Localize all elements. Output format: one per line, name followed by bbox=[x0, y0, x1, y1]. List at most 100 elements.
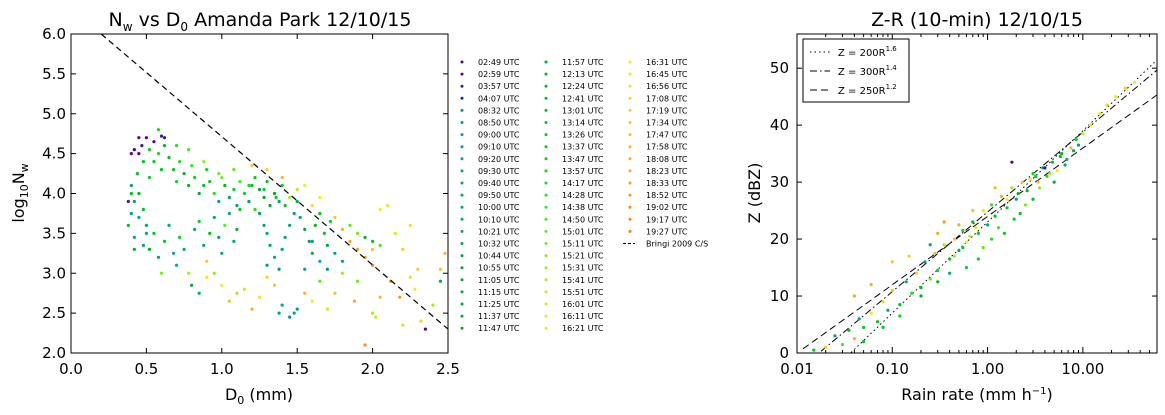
data-point bbox=[232, 239, 236, 243]
legend-label: 03:57 UTC bbox=[478, 82, 520, 91]
data-point bbox=[223, 223, 227, 227]
data-point bbox=[401, 247, 405, 251]
data-point bbox=[190, 163, 194, 168]
legend-label: 15:31 UTC bbox=[562, 264, 604, 273]
zr-legend-label: Z = 250R1.2 bbox=[838, 83, 897, 97]
right-plot-frame bbox=[796, 33, 1158, 354]
data-point bbox=[247, 183, 251, 188]
data-point bbox=[129, 211, 133, 216]
legend-label: 13:57 UTC bbox=[562, 167, 604, 176]
legend-swatch bbox=[460, 72, 464, 76]
legend-swatch bbox=[460, 193, 464, 197]
data-point bbox=[212, 191, 216, 196]
zr-legend: Z = 200R1.6 Z = 300R1.4 Z = 250R1.2 bbox=[802, 38, 910, 103]
data-point bbox=[318, 279, 322, 283]
legend-label: 17:08 UTC bbox=[646, 94, 688, 103]
data-point bbox=[996, 226, 1001, 230]
data-point bbox=[833, 334, 837, 338]
legend-swatch bbox=[544, 217, 548, 221]
legend-label: 09:40 UTC bbox=[478, 179, 520, 188]
legend-swatch bbox=[460, 205, 464, 209]
data-point bbox=[993, 186, 997, 190]
data-point bbox=[974, 226, 978, 230]
legend-label: 17:19 UTC bbox=[646, 106, 688, 115]
legend-label: 10:21 UTC bbox=[478, 227, 520, 236]
legend-swatch bbox=[544, 157, 548, 161]
right-y-axis-label: Z (dBZ) bbox=[745, 163, 764, 224]
data-point bbox=[137, 215, 141, 220]
right-scatter-points bbox=[812, 80, 1137, 352]
data-point bbox=[408, 223, 412, 227]
y-tick-label: 3.5 bbox=[42, 224, 66, 242]
zr-line-dotted bbox=[850, 59, 1158, 353]
data-point bbox=[295, 199, 299, 204]
y-tick-label: 5.0 bbox=[42, 105, 66, 123]
data-point bbox=[242, 191, 247, 196]
data-point bbox=[363, 343, 367, 347]
data-point bbox=[1023, 203, 1028, 207]
legend-label: 04:07 UTC bbox=[478, 94, 520, 103]
data-point bbox=[152, 231, 156, 235]
data-point bbox=[253, 175, 257, 180]
x-tick-label: 1.5 bbox=[285, 360, 309, 378]
legend-label: 09:50 UTC bbox=[478, 191, 520, 200]
data-point bbox=[919, 285, 923, 290]
legend-swatch bbox=[460, 121, 464, 124]
legend-swatch bbox=[628, 193, 632, 197]
legend-label: 10:44 UTC bbox=[478, 252, 520, 261]
data-point bbox=[1052, 180, 1056, 184]
x-tick-label: 1.00 bbox=[971, 360, 1004, 378]
data-point bbox=[202, 160, 206, 164]
data-point bbox=[1088, 123, 1092, 127]
data-point bbox=[208, 179, 212, 184]
data-point bbox=[147, 247, 152, 251]
data-point bbox=[1069, 146, 1073, 150]
legend-label: 13:37 UTC bbox=[562, 143, 604, 152]
legend-label: 02:49 UTC bbox=[478, 58, 520, 67]
legend-swatch bbox=[460, 217, 464, 221]
zr-line-dashdot bbox=[820, 69, 1158, 352]
data-point bbox=[340, 259, 345, 263]
data-point bbox=[1025, 189, 1029, 193]
legend-label: 12:24 UTC bbox=[562, 82, 604, 91]
legend-swatch bbox=[628, 72, 632, 76]
legend-label: 08:50 UTC bbox=[478, 119, 520, 128]
data-point bbox=[355, 279, 360, 283]
legend-label: 18:08 UTC bbox=[646, 155, 688, 164]
data-point bbox=[220, 283, 224, 287]
data-point bbox=[840, 342, 845, 347]
data-point bbox=[1016, 191, 1020, 196]
data-point bbox=[268, 203, 272, 208]
data-point bbox=[159, 271, 164, 275]
data-point bbox=[137, 136, 141, 140]
data-point bbox=[378, 207, 382, 212]
data-point bbox=[371, 239, 375, 243]
data-point bbox=[268, 243, 272, 247]
data-point bbox=[961, 228, 965, 233]
legend-label: 16:01 UTC bbox=[562, 300, 604, 309]
data-point bbox=[265, 263, 269, 267]
data-point bbox=[197, 191, 201, 196]
y-tick-label: 10 bbox=[770, 287, 789, 305]
legend-label: 14:38 UTC bbox=[562, 203, 604, 212]
data-point bbox=[419, 319, 423, 323]
data-point bbox=[257, 211, 262, 216]
x-tick-label: 2.0 bbox=[361, 360, 385, 378]
data-point bbox=[310, 299, 314, 303]
data-point bbox=[235, 203, 239, 208]
legend-label: 09:00 UTC bbox=[478, 131, 520, 140]
data-point bbox=[274, 195, 278, 200]
data-point bbox=[1098, 112, 1102, 116]
legend-label: 18:52 UTC bbox=[646, 191, 688, 200]
data-point bbox=[348, 239, 352, 243]
data-point bbox=[862, 325, 866, 329]
data-point bbox=[162, 239, 167, 243]
legend-label: 10:10 UTC bbox=[478, 215, 520, 224]
legend-swatch bbox=[544, 278, 548, 282]
legend-swatch bbox=[460, 254, 464, 258]
data-point bbox=[318, 195, 322, 200]
data-point bbox=[174, 263, 179, 267]
data-point bbox=[280, 303, 284, 307]
data-point bbox=[227, 211, 231, 216]
legend-label: 13:47 UTC bbox=[562, 155, 604, 164]
